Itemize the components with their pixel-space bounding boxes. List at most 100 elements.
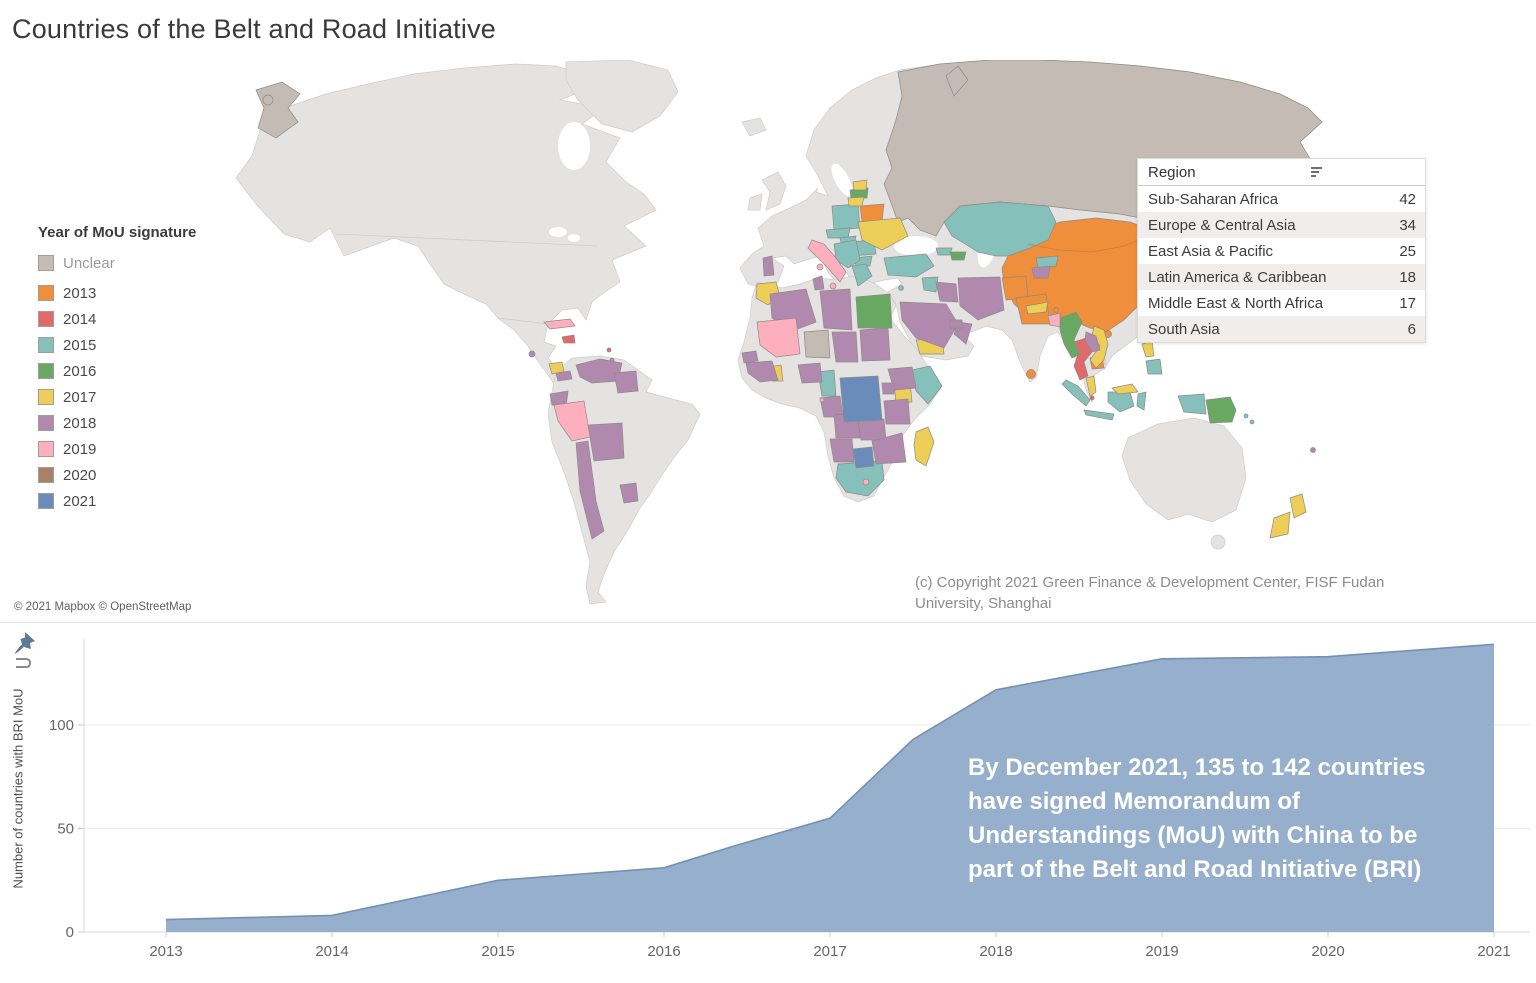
country-guyana-suriname[interactable] (613, 370, 639, 394)
axis-range-icon[interactable] (14, 657, 32, 669)
legend-item-2013[interactable]: 2013 (38, 280, 228, 306)
country-singapore[interactable] (1089, 395, 1095, 401)
country-sudan[interactable] (859, 327, 891, 362)
country-zambia[interactable] (857, 418, 887, 441)
country-egypt[interactable] (855, 293, 893, 329)
country-chad[interactable] (831, 331, 859, 363)
country-cuba[interactable] (543, 318, 576, 330)
table-row[interactable]: Latin America & Caribbean 18 (1138, 264, 1425, 290)
country-senegal[interactable] (741, 350, 759, 364)
country-tunisia[interactable] (812, 275, 825, 291)
country-sri-lanka[interactable] (1026, 369, 1036, 379)
country-malaysia-pen[interactable] (1085, 375, 1097, 397)
country-cameroon[interactable] (817, 369, 837, 397)
country-sicily[interactable] (829, 282, 837, 290)
table-row[interactable]: South Asia 6 (1138, 316, 1425, 342)
country-indonesia-kalimantan[interactable] (1107, 391, 1135, 413)
country-afghanistan[interactable] (1001, 275, 1029, 301)
country-new-zealand-north[interactable] (1289, 493, 1307, 519)
world-map[interactable] (0, 60, 1536, 622)
area-series[interactable] (166, 644, 1494, 932)
country-philippines-south[interactable] (1145, 358, 1163, 375)
country-dominican[interactable] (561, 334, 576, 344)
country-solomon-1[interactable] (1243, 413, 1249, 419)
legend-item-2017[interactable]: 2017 (38, 384, 228, 410)
country-portugal[interactable] (762, 255, 775, 277)
country-cyprus[interactable] (898, 285, 904, 291)
country-nigeria[interactable] (797, 362, 823, 384)
country-ukraine[interactable] (857, 217, 909, 251)
legend-item-unclear[interactable]: Unclear (38, 250, 228, 276)
legend-item-2016[interactable]: 2016 (38, 358, 228, 384)
country-botswana[interactable] (852, 446, 875, 469)
country-tanzania[interactable] (883, 398, 911, 425)
country-kazakhstan[interactable] (943, 201, 1057, 257)
country-solomon-2[interactable] (1249, 419, 1255, 425)
legend-item-2015[interactable]: 2015 (38, 332, 228, 358)
table-row[interactable]: East Asia & Pacific 25 (1138, 238, 1425, 264)
country-bhutan[interactable] (1053, 307, 1059, 313)
country-indonesia-papua[interactable] (1177, 393, 1207, 415)
country-arctic-isle[interactable] (945, 65, 969, 97)
country-chukotka-island[interactable] (262, 94, 274, 106)
country-panama[interactable] (555, 370, 573, 382)
country-new-zealand-south[interactable] (1269, 511, 1291, 539)
country-moz-zim[interactable] (871, 432, 907, 465)
country-antilles-2[interactable] (609, 357, 615, 363)
country-chile[interactable] (575, 440, 605, 540)
country-namibia[interactable] (829, 438, 855, 463)
table-row[interactable]: Sub-Saharan Africa 42 (1138, 186, 1425, 212)
country-mauritania-mali[interactable] (756, 317, 801, 358)
country-iraq[interactable] (935, 281, 959, 303)
country-indonesia-sumatra[interactable] (1061, 379, 1091, 407)
country-kyrgyzstan[interactable] (1035, 255, 1059, 269)
country-iran[interactable] (957, 276, 1005, 321)
country-philippines-luzon[interactable] (1141, 340, 1155, 358)
table-row[interactable]: Europe & Central Asia 34 (1138, 212, 1425, 238)
country-fiji[interactable] (1310, 447, 1316, 453)
country-antilles-1[interactable] (606, 347, 612, 353)
country-czech-slovakia[interactable] (825, 227, 851, 239)
legend-item-2019[interactable]: 2019 (38, 436, 228, 462)
country-guinea-group[interactable] (745, 360, 779, 383)
country-uae[interactable] (949, 319, 963, 329)
country-lithuania[interactable] (847, 196, 865, 207)
country-malaysia-borneo[interactable] (1111, 383, 1139, 395)
area-chart[interactable]: 0 50 100 2013 2014 2015 2016 2017 2018 2019 2020 20… (0, 623, 1536, 983)
country-bolivia[interactable] (587, 422, 625, 462)
country-eq-guinea[interactable] (819, 397, 825, 403)
country-italy[interactable] (807, 239, 847, 283)
country-turkey[interactable] (883, 253, 935, 278)
legend-item-2014[interactable]: 2014 (38, 306, 228, 332)
country-indonesia-java[interactable] (1083, 409, 1115, 421)
country-libya[interactable] (819, 288, 853, 331)
country-azerbaijan[interactable] (949, 251, 967, 261)
country-poland[interactable] (831, 203, 861, 231)
country-saudi[interactable] (899, 301, 959, 349)
country-lesotho[interactable] (862, 478, 870, 486)
country-myanmar[interactable] (1059, 311, 1083, 359)
region-table-header[interactable]: Region (1138, 159, 1425, 186)
country-indonesia-sulawesi[interactable] (1136, 391, 1147, 411)
country-georgia[interactable] (935, 247, 953, 256)
country-tajikistan[interactable] (1031, 265, 1051, 279)
country-estonia[interactable] (852, 179, 868, 191)
country-el-salvador[interactable] (528, 350, 536, 358)
country-sardinia[interactable] (816, 263, 824, 271)
pin-icon[interactable] (11, 631, 37, 655)
country-syria[interactable] (921, 276, 939, 293)
legend-item-2020[interactable]: 2020 (38, 462, 228, 488)
country-belarus[interactable] (859, 203, 885, 223)
country-peru[interactable] (553, 400, 591, 442)
country-drc[interactable] (839, 375, 883, 423)
table-row[interactable]: Middle East & North Africa 17 (1138, 290, 1425, 316)
country-greece[interactable] (851, 263, 873, 287)
country-uganda[interactable] (881, 382, 895, 395)
country-nepal[interactable] (1025, 301, 1049, 315)
country-uruguay[interactable] (619, 482, 639, 504)
country-madagascar[interactable] (913, 426, 935, 467)
country-bangladesh[interactable] (1047, 312, 1061, 328)
country-png[interactable] (1205, 396, 1237, 424)
legend-item-2021[interactable]: 2021 (38, 488, 228, 514)
sort-descending-icon[interactable] (1309, 166, 1325, 179)
